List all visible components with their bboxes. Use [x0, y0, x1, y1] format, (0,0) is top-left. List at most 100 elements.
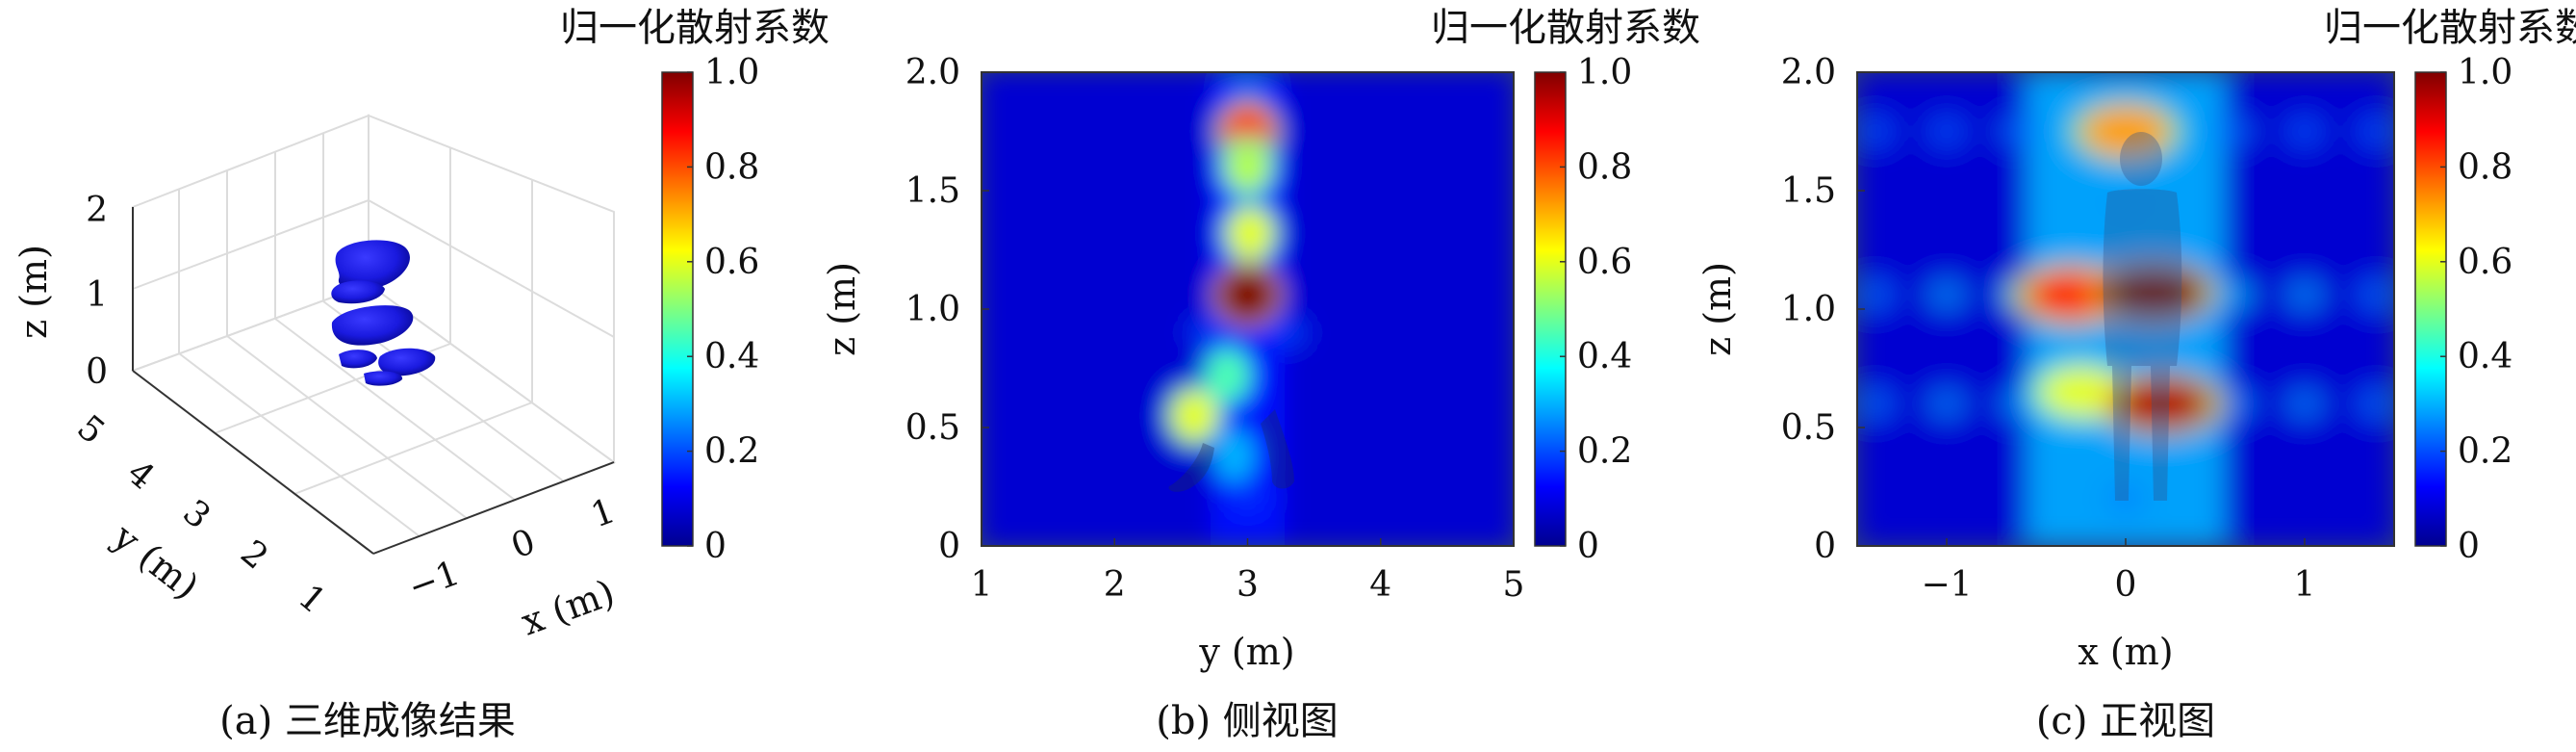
- panel-c-ticks: −1 0 1 0 0.5 1.0 1.5 2.0: [1781, 53, 2316, 605]
- heatmap-sidelobe: [2211, 277, 2255, 312]
- panel-b-colorbar-ticks: 0 0.2 0.4 0.6 0.8 1.0: [1560, 53, 1632, 566]
- x-tick-label: 5: [1503, 565, 1525, 605]
- panel-a-z-tick: 1: [86, 275, 108, 315]
- panel-a-z-tick: 0: [86, 352, 108, 392]
- panel-b-person-silhouette: [1168, 409, 1294, 492]
- panel-b-colorbar-title: 归一化散射系数: [1431, 6, 1700, 50]
- panel-a-z-tick: 2: [86, 191, 108, 230]
- y-tick-label: 2.0: [1781, 53, 1836, 92]
- panel-a-z-ticks: 0 1 2: [86, 191, 108, 392]
- heatmap-sidelobe: [1226, 72, 1269, 101]
- heatmap-hotspot: [2102, 267, 2203, 318]
- panel-a-y-tick: 3: [175, 492, 217, 536]
- panel-a-x-label: x (m): [516, 571, 620, 643]
- panel-c: −1 0 1 0 0.5 1.0 1.5 2.0 x (m) z (m) 0 0.2 0.4 0.6…: [1696, 6, 2576, 743]
- x-tick-label: 3: [1237, 565, 1259, 605]
- heatmap-hotspot: [2080, 106, 2171, 157]
- panel-a-grid: [130, 114, 617, 556]
- panel-a-colorbar: 0 0.2 0.4 0.6 0.8 1.0 归一化散射系数: [560, 6, 829, 566]
- y-tick-label: 1.5: [1781, 171, 1836, 211]
- y-tick-label: 0.5: [1781, 408, 1836, 448]
- heatmap-sidelobe: [1997, 114, 2040, 149]
- heatmap-sidelobe: [1265, 316, 1309, 350]
- heatmap-sidelobe: [2355, 114, 2394, 149]
- heatmap-sidelobe: [2283, 114, 2326, 149]
- panel-a-x-tick: 0: [506, 522, 541, 566]
- colorbar-tick-label: 0: [1577, 527, 1599, 566]
- panel-b-y-label: z (m): [821, 262, 863, 356]
- panel-a-colorbar-title: 归一化散射系数: [560, 6, 829, 50]
- heatmap-sidelobe: [1186, 316, 1230, 350]
- heatmap-hotspot: [1225, 142, 1270, 193]
- heatmap-sidelobe: [2104, 481, 2147, 516]
- panel-a-colorbar-ticks: 0 0.2 0.4 0.6 0.8 1.0: [687, 53, 759, 566]
- panel-b: 1 2 3 4 5 0 0.5 1.0 1.5 2.0 y (m) z (m) 0 0.2 0.4 0.…: [821, 6, 1700, 743]
- heatmap-sidelobe: [2355, 386, 2394, 421]
- y-tick-label: 0: [938, 527, 960, 566]
- panel-c-y-label: z (m): [1696, 262, 1739, 356]
- panel-a-colorbar-ramp: [661, 71, 694, 547]
- panel-a-y-tick: 2: [233, 532, 275, 577]
- y-tick-label: 1.0: [1781, 290, 1836, 329]
- panel-a-z-label: z (m): [13, 245, 55, 339]
- heatmap-sidelobe: [2355, 277, 2394, 312]
- x-tick-label: 2: [1104, 565, 1126, 605]
- x-tick-label: 0: [2115, 565, 2137, 605]
- panel-c-caption: (c) 正视图: [2036, 699, 2215, 743]
- panel-a-y-tick: 5: [69, 407, 112, 452]
- y-tick-label: 1.0: [905, 290, 960, 329]
- panel-a-x-tick: 1: [586, 491, 621, 535]
- panel-c-colorbar-ticks: 0 0.2 0.4 0.6 0.8 1.0: [2440, 53, 2512, 566]
- colorbar-tick-label: 1.0: [704, 53, 759, 92]
- heatmap-sidelobe: [1926, 386, 1968, 421]
- panel-c-colorbar: 0 0.2 0.4 0.6 0.8 1.0 归一化散射系数: [2324, 6, 2576, 566]
- panel-b-colorbar-ramp: [1534, 71, 1567, 547]
- x-tick-label: 4: [1369, 565, 1391, 605]
- panel-a-y-tick: 4: [119, 453, 162, 497]
- heatmap-sidelobe: [1926, 277, 1968, 312]
- heatmap-hotspot: [1214, 430, 1254, 481]
- heatmap-hotspot: [1227, 208, 1273, 259]
- colorbar-tick-label: 0: [704, 527, 727, 566]
- colorbar-tick-label: 0.2: [1577, 432, 1632, 472]
- panel-c-colorbar-ramp: [2414, 71, 2447, 547]
- x-tick-label: 1: [2294, 565, 2316, 605]
- colorbar-tick-label: 0.2: [704, 432, 759, 472]
- panel-c-heatmap: [1857, 72, 2394, 546]
- heatmap-sidelobe: [2211, 114, 2255, 149]
- colorbar-tick-label: 1.0: [2458, 53, 2512, 92]
- colorbar-tick-label: 0.6: [1577, 243, 1632, 282]
- y-tick-label: 0: [1814, 527, 1836, 566]
- heatmap-hotspot: [1206, 350, 1249, 401]
- panel-a-axes: [132, 207, 615, 555]
- colorbar-tick-label: 0.2: [2458, 432, 2512, 472]
- x-tick-label: −1: [1921, 565, 1972, 605]
- heatmap-sidelobe: [1226, 481, 1269, 516]
- panel-c-x-label: x (m): [2078, 631, 2173, 673]
- panel-b-ticks: 1 2 3 4 5 0 0.5 1.0 1.5 2.0: [905, 53, 1525, 605]
- heatmap-sidelobe: [1857, 277, 1897, 312]
- panel-b-caption: (b) 侧视图: [1156, 699, 1339, 743]
- colorbar-tick-label: 0.8: [2458, 147, 2512, 187]
- panel-a-y-tick: 1: [291, 577, 333, 621]
- y-tick-label: 1.5: [905, 171, 960, 211]
- y-tick-label: 2.0: [905, 53, 960, 92]
- colorbar-tick-label: 1.0: [1577, 53, 1632, 92]
- colorbar-tick-label: 0.4: [1577, 337, 1632, 376]
- panel-a: 0 1 2 z (m) 5 4 3 2 1 y (m) −1 0 1 x (m)…: [13, 6, 829, 743]
- panel-a-caption: (a) 三维成像结果: [219, 699, 516, 743]
- panel-b-x-label: y (m): [1198, 631, 1294, 673]
- y-tick-label: 0.5: [905, 408, 960, 448]
- panel-a-isosurface: [331, 240, 436, 386]
- colorbar-tick-label: 0.6: [2458, 243, 2512, 282]
- colorbar-tick-label: 0.8: [704, 147, 759, 187]
- heatmap-sidelobe: [1926, 114, 1968, 149]
- heatmap-hotspot: [1220, 270, 1275, 321]
- heatmap-hotspot: [1171, 390, 1217, 441]
- heatmap-sidelobe: [2283, 386, 2326, 421]
- colorbar-tick-label: 0: [2458, 527, 2480, 566]
- heatmap-hotspot: [2112, 378, 2211, 429]
- colorbar-tick-label: 0.4: [704, 337, 759, 376]
- x-tick-label: 1: [971, 565, 993, 605]
